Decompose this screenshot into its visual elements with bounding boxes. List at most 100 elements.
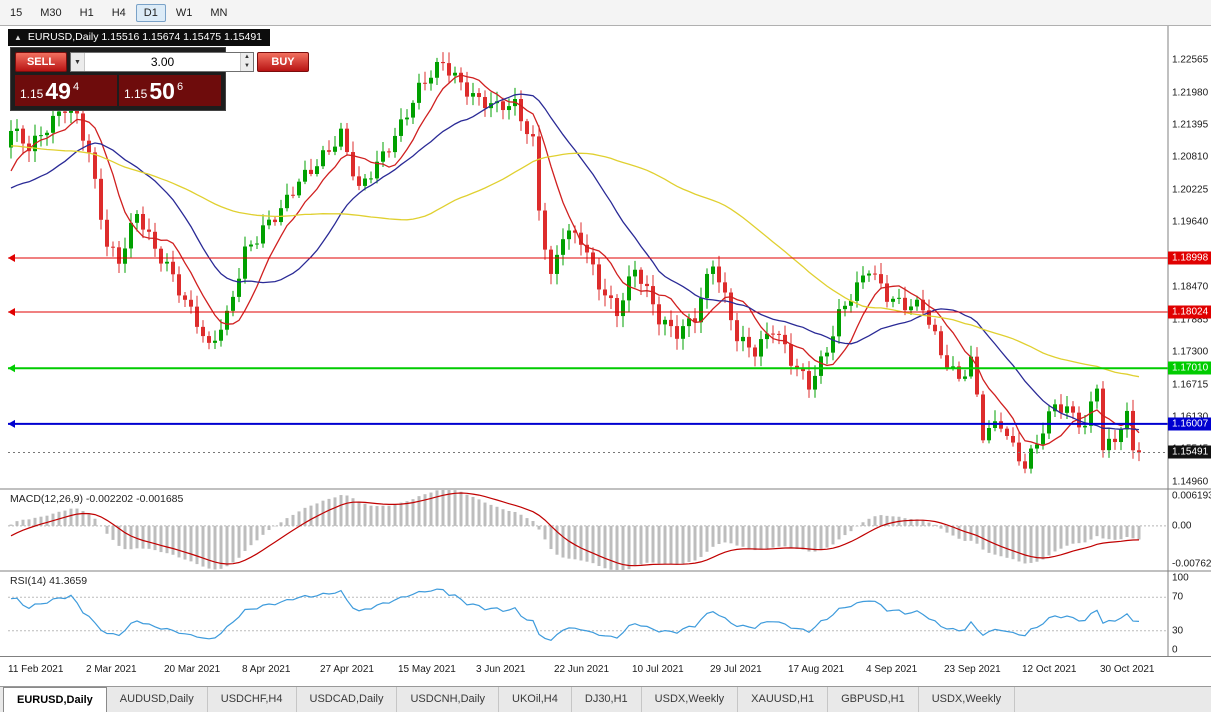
price-axis-label: 1.16130 bbox=[1172, 412, 1208, 423]
candle-body bbox=[501, 101, 505, 111]
collapse-panel-icon[interactable]: ▲ bbox=[14, 32, 22, 42]
candle-body bbox=[435, 61, 439, 78]
rsi-indicator-label: RSI(14) 41.3659 bbox=[10, 575, 88, 587]
price-axis-label: 1.20225 bbox=[1172, 184, 1209, 196]
candle-body bbox=[1119, 429, 1123, 443]
price-axis-label: 1.17885 bbox=[1172, 314, 1209, 326]
candle-body bbox=[789, 344, 793, 366]
tab-usdcad-daily[interactable]: USDCAD,Daily bbox=[297, 687, 398, 712]
candle-body bbox=[135, 213, 139, 223]
candle-body bbox=[693, 318, 697, 323]
candle-body bbox=[771, 333, 775, 335]
tab-usdchf-h4[interactable]: USDCHF,H4 bbox=[208, 687, 297, 712]
candle-body bbox=[1065, 406, 1069, 413]
candle-body bbox=[123, 248, 127, 264]
candle-body bbox=[525, 121, 529, 135]
price-axis-label: 1.17300 bbox=[1172, 346, 1209, 358]
level-arrow-icon bbox=[8, 307, 15, 316]
candle-body bbox=[1113, 438, 1117, 443]
candle-body bbox=[369, 178, 373, 180]
candle-body bbox=[207, 336, 211, 343]
date-axis-label: 12 Oct 2021 bbox=[1022, 664, 1077, 675]
price-axis-label: 1.14960 bbox=[1172, 476, 1209, 488]
candle-body bbox=[129, 222, 133, 249]
volume-input[interactable] bbox=[85, 53, 240, 71]
candle-body bbox=[537, 136, 541, 211]
candle-body bbox=[945, 355, 949, 368]
candle-body bbox=[15, 128, 19, 131]
candle-body bbox=[675, 326, 679, 339]
candle-body bbox=[267, 219, 271, 226]
candle-body bbox=[633, 269, 637, 277]
candle-body bbox=[1023, 461, 1027, 469]
candle-body bbox=[879, 274, 883, 284]
tab-usdcnh-daily[interactable]: USDCNH,Daily bbox=[397, 687, 500, 712]
candle-body bbox=[87, 140, 91, 153]
candle-body bbox=[639, 269, 643, 284]
candle-body bbox=[225, 310, 229, 330]
tab-usdx-weekly[interactable]: USDX,Weekly bbox=[919, 687, 1016, 712]
buy-button[interactable]: BUY bbox=[257, 52, 309, 72]
date-axis-label: 17 Aug 2021 bbox=[788, 664, 845, 675]
candle-body bbox=[183, 295, 187, 300]
candle-body bbox=[159, 248, 163, 264]
tab-xauusd-h1[interactable]: XAUUSD,H1 bbox=[738, 687, 829, 712]
buy-price-prefix: 1.15 bbox=[124, 87, 148, 101]
tab-usdx-weekly[interactable]: USDX,Weekly bbox=[642, 687, 739, 712]
buy-price-big-digits: 50 bbox=[149, 78, 175, 104]
moving-average-line[interactable] bbox=[10, 145, 1140, 378]
timeframe-button-d1[interactable]: D1 bbox=[135, 3, 166, 22]
candle-body bbox=[195, 306, 199, 327]
tab-dj30-h1[interactable]: DJ30,H1 bbox=[572, 687, 642, 712]
candle-body bbox=[147, 229, 151, 232]
macd-axis-label: 0.00 bbox=[1172, 520, 1192, 532]
buy-price-display[interactable]: 1.15 50 6 bbox=[119, 75, 221, 106]
tab-gbpusd-h1[interactable]: GBPUSD,H1 bbox=[828, 687, 919, 712]
tab-eurusd-daily[interactable]: EURUSD,Daily bbox=[3, 687, 107, 712]
candle-body bbox=[57, 111, 61, 116]
candle-body bbox=[831, 336, 835, 353]
volume-dropdown-icon[interactable]: ▼ bbox=[71, 53, 85, 71]
candle-body bbox=[567, 230, 571, 240]
rsi-line bbox=[10, 588, 1140, 641]
timeframe-button-h4[interactable]: H4 bbox=[111, 6, 126, 19]
sell-button[interactable]: SELL bbox=[15, 52, 67, 72]
candle-body bbox=[1053, 404, 1057, 412]
date-axis-label: 23 Sep 2021 bbox=[944, 664, 1001, 675]
one-click-trading-panel: SELL ▼ ▲ ▼ BUY 1.15 49 4 1.15 50 6 bbox=[10, 47, 309, 111]
price-axis-label: 1.21395 bbox=[1172, 119, 1209, 131]
price-level-badge: 1.16007 bbox=[1168, 417, 1211, 431]
candle-body bbox=[555, 254, 559, 274]
candle-body bbox=[735, 320, 739, 342]
candle-body bbox=[747, 336, 751, 348]
tab-audusd-daily[interactable]: AUDUSD,Daily bbox=[107, 687, 208, 712]
candle-body bbox=[573, 230, 577, 233]
candle-body bbox=[1005, 428, 1009, 436]
candle-body bbox=[663, 319, 667, 325]
timeframe-button-15[interactable]: 15 bbox=[10, 6, 23, 19]
timeframe-toolbar: 15 M30 H1 H4 D1 W1 MN bbox=[0, 0, 1211, 26]
candle-body bbox=[1095, 388, 1099, 402]
volume-decrease-icon[interactable]: ▼ bbox=[241, 62, 253, 71]
candle-body bbox=[645, 283, 649, 287]
tab-ukoil-h4[interactable]: UKOil,H4 bbox=[499, 687, 572, 712]
moving-average-line[interactable] bbox=[10, 74, 1140, 447]
candle-body bbox=[927, 310, 931, 325]
candle-body bbox=[51, 115, 55, 133]
candle-body bbox=[987, 428, 991, 441]
candle-body bbox=[81, 113, 85, 141]
timeframe-button-mn[interactable]: MN bbox=[210, 6, 228, 19]
moving-average-line[interactable] bbox=[10, 93, 1140, 431]
sell-price-display[interactable]: 1.15 49 4 bbox=[15, 75, 117, 106]
date-axis-label: 15 May 2021 bbox=[398, 664, 456, 675]
candle-body bbox=[1131, 410, 1135, 451]
rsi-axis-label: 30 bbox=[1172, 625, 1184, 637]
timeframe-button-m30[interactable]: M30 bbox=[40, 6, 62, 19]
timeframe-button-w1[interactable]: W1 bbox=[175, 6, 193, 19]
volume-increase-icon[interactable]: ▲ bbox=[241, 53, 253, 62]
date-axis-label: 20 Mar 2021 bbox=[164, 664, 221, 675]
candle-body bbox=[21, 128, 25, 144]
timeframe-button-h1[interactable]: H1 bbox=[79, 6, 94, 19]
